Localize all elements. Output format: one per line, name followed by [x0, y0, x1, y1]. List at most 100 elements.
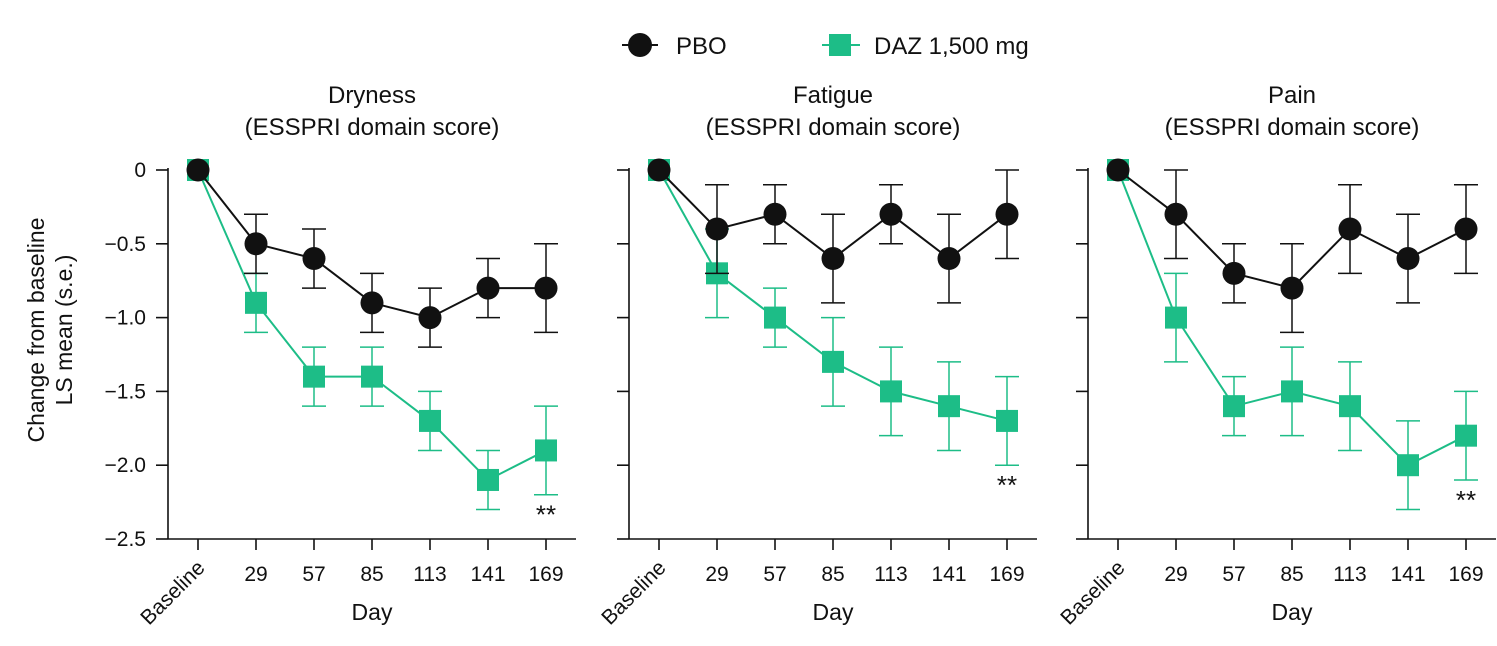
y-axis-label-line1: Change from baseline — [23, 217, 49, 442]
panel-fatigue: Fatigue (ESSPRI domain score) Baseline 29… — [597, 82, 1037, 630]
data-point — [1339, 395, 1361, 418]
x-axis-label: Day — [1272, 599, 1313, 625]
series-pbo — [647, 158, 1019, 304]
legend-pbo-label: PBO — [676, 33, 727, 60]
x-tick-label: 29 — [1164, 563, 1187, 586]
data-point — [303, 365, 325, 388]
data-point — [1106, 158, 1130, 182]
series-group — [647, 158, 1019, 466]
x-tick-label: Baseline — [597, 556, 670, 629]
data-point — [821, 247, 845, 271]
data-point — [1222, 261, 1246, 285]
series-group — [1106, 158, 1478, 511]
y-axis-label-line2: LS mean (s.e.) — [51, 255, 77, 406]
legend-daz-marker — [829, 34, 851, 56]
data-point — [477, 468, 499, 491]
series-pbo — [1106, 158, 1478, 334]
x-tick-label: 169 — [1448, 563, 1483, 586]
y-tick-label: −2.0 — [105, 454, 146, 477]
legend: PBO DAZ 1,500 mg — [622, 33, 1029, 60]
y-axis — [617, 168, 630, 540]
panel-title-line1: Dryness — [328, 82, 416, 109]
panel-title-line1: Fatigue — [793, 82, 873, 109]
x-tick-label: 113 — [874, 563, 907, 586]
data-point — [822, 350, 844, 373]
data-point — [476, 276, 500, 300]
panel-title-line2: (ESSPRI domain score) — [1165, 114, 1420, 141]
data-point — [361, 365, 383, 388]
data-point — [534, 276, 558, 300]
series-daz — [1107, 159, 1478, 511]
legend-daz-label: DAZ 1,500 mg — [874, 33, 1029, 60]
x-tick-label: 57 — [1222, 563, 1245, 586]
data-point — [245, 291, 267, 314]
data-point — [937, 247, 961, 271]
data-point — [1281, 380, 1303, 403]
data-point — [418, 306, 442, 330]
data-point — [535, 439, 557, 462]
x-tick-label: 85 — [1280, 563, 1303, 586]
data-point — [1338, 217, 1362, 241]
x-tick-label: 85 — [821, 563, 844, 586]
x-tick-label: 57 — [302, 563, 325, 586]
data-point — [995, 202, 1019, 226]
data-point — [764, 306, 786, 329]
data-point — [419, 409, 441, 432]
data-point — [1280, 276, 1304, 300]
x-axis-label: Day — [352, 599, 393, 625]
panel-title-line2: (ESSPRI domain score) — [706, 114, 961, 141]
data-point — [763, 202, 787, 226]
y-tick-label: −1.0 — [105, 307, 146, 330]
data-point — [996, 409, 1018, 432]
x-tick-label: 85 — [360, 563, 383, 586]
data-point — [1454, 217, 1478, 241]
data-point — [880, 380, 902, 403]
data-point — [647, 158, 671, 182]
y-axis: 0 −0.5 −1.0 −1.5 −2.0 −2.5 — [105, 159, 169, 551]
data-point — [879, 202, 903, 226]
data-point — [705, 217, 729, 241]
y-tick-label: 0 — [134, 159, 146, 182]
x-tick-label: 29 — [705, 563, 728, 586]
x-tick-label: 57 — [763, 563, 786, 586]
significance-annotation: ** — [997, 470, 1017, 500]
y-tick-label: −0.5 — [105, 233, 146, 256]
y-axis — [1076, 168, 1089, 540]
data-point — [244, 232, 268, 256]
x-tick-label: Baseline — [136, 556, 209, 629]
x-tick-label: 141 — [931, 563, 966, 586]
y-tick-label: −1.5 — [105, 380, 146, 403]
x-tick-label: 169 — [989, 563, 1024, 586]
x-tick-label: 29 — [244, 563, 267, 586]
y-tick-label: −2.5 — [105, 528, 146, 551]
data-point — [360, 291, 384, 315]
x-tick-label: Baseline — [1056, 556, 1129, 629]
data-point — [1164, 202, 1188, 226]
series-pbo — [186, 158, 558, 348]
series-group — [186, 158, 558, 511]
data-point — [302, 247, 326, 271]
x-tick-label: 169 — [528, 563, 563, 586]
panel-pain: Pain (ESSPRI domain score) Baseline 29 57 8… — [1056, 82, 1496, 630]
panel-title-line1: Pain — [1268, 82, 1316, 109]
x-tick-label: 141 — [470, 563, 505, 586]
x-tick-label: 141 — [1390, 563, 1425, 586]
y-axis-label: Change from baseline LS mean (s.e.) — [23, 217, 77, 442]
data-point — [1397, 454, 1419, 477]
series-daz — [187, 159, 558, 511]
legend-pbo-marker — [628, 33, 652, 57]
data-point — [1223, 395, 1245, 418]
data-point — [938, 395, 960, 418]
panel-title-line2: (ESSPRI domain score) — [245, 114, 500, 141]
data-point — [1165, 306, 1187, 329]
significance-annotation: ** — [536, 500, 556, 530]
data-point — [186, 158, 210, 182]
x-tick-label: 113 — [413, 563, 446, 586]
x-tick-label: 113 — [1333, 563, 1366, 586]
series-daz — [648, 159, 1019, 466]
x-axis-label: Day — [813, 599, 854, 625]
data-point — [1455, 424, 1477, 447]
panel-dryness: Dryness (ESSPRI domain score) 0 −0.5 −1.0 −… — [105, 82, 576, 630]
data-point — [1396, 247, 1420, 271]
